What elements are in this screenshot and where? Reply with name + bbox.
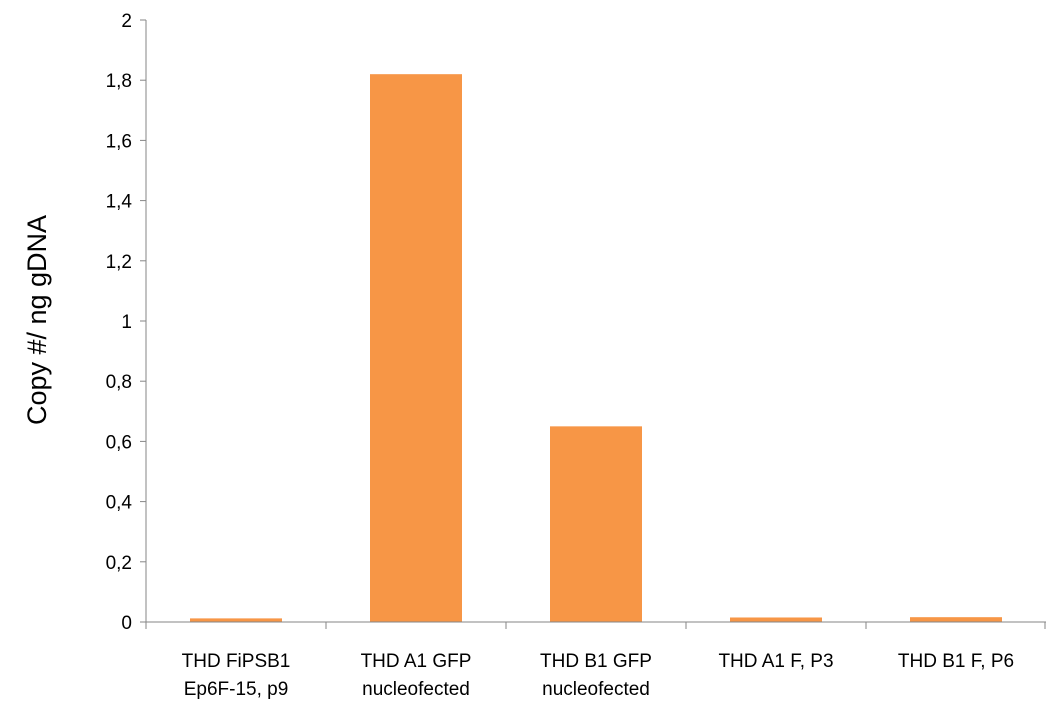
y-tick-label: 2 — [121, 11, 132, 32]
bars — [190, 74, 1002, 623]
x-axis — [145, 20, 1046, 629]
x-axis-category-labels: THD FiPSB1 Ep6F-15, p9 THD A1 GFP nucleofec… — [182, 651, 1014, 700]
bar — [730, 617, 822, 622]
y-tick-label: 0 — [121, 613, 132, 634]
category-label: THD B1 GFP nucleofected — [540, 651, 652, 700]
y-tick-label: 0,6 — [106, 432, 132, 453]
y-tick-label: 0,4 — [106, 493, 133, 514]
y-tick-label: 0,8 — [106, 372, 132, 393]
category-label: THD B1 F, P6 — [898, 651, 1014, 672]
y-tick-label: 1,2 — [106, 252, 132, 273]
bar — [910, 617, 1002, 622]
category-label: THD A1 F, P3 — [718, 651, 833, 672]
y-tick-label: 1 — [121, 312, 132, 333]
y-axis-title: Copy #/ ng gDNA — [22, 215, 52, 425]
category-label: THD A1 GFP nucleofected — [361, 651, 472, 700]
bar — [550, 426, 642, 622]
category-label: THD FiPSB1 Ep6F-15, p9 — [182, 651, 291, 700]
y-tick-label: 1,6 — [106, 131, 132, 152]
y-tick-label: 0,2 — [106, 553, 132, 574]
y-tick-label: 1,4 — [106, 192, 133, 213]
bar — [370, 74, 462, 623]
y-tick-label: 1,8 — [106, 71, 132, 92]
y-axis-ticks: 0 0,2 0,4 0,6 0,8 1 1,2 1,4 1,6 1,8 2 — [106, 11, 146, 634]
bar — [190, 618, 282, 622]
